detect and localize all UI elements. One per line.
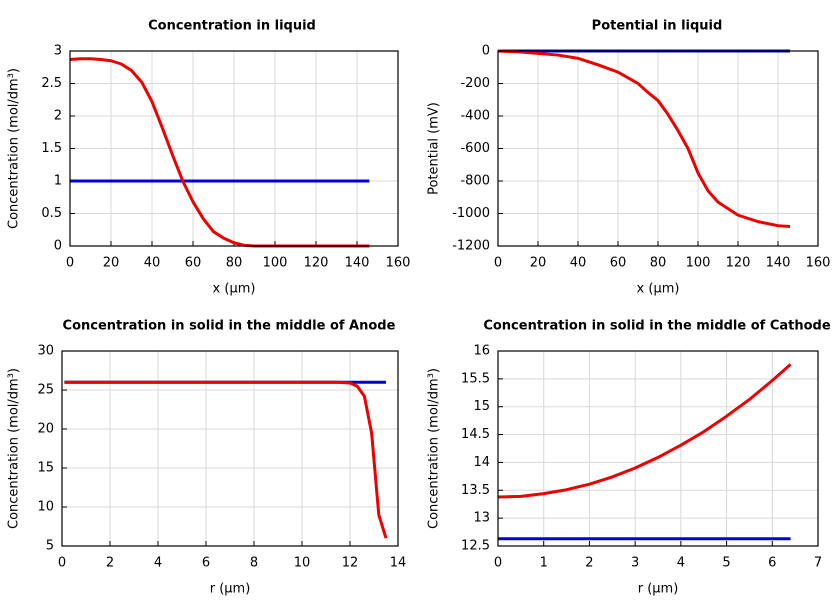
y-tick-label: -1000 xyxy=(452,206,490,221)
x-tick-label: 160 xyxy=(806,256,831,271)
y-axis-label: Concentration (mol/dm³) xyxy=(7,68,22,229)
x-axis-label: r (µm) xyxy=(638,582,679,597)
y-tick-label: 15.5 xyxy=(461,371,490,386)
y-tick-label: 16 xyxy=(473,344,490,359)
x-tick-label: 120 xyxy=(726,256,751,271)
y-tick-label: 2 xyxy=(54,109,62,124)
x-tick-label: 14 xyxy=(390,556,407,571)
x-tick-label: 4 xyxy=(677,556,685,571)
data-line xyxy=(497,49,791,228)
y-tick-label: 0.5 xyxy=(41,206,62,221)
y-tick-label: 0 xyxy=(482,44,490,59)
x-tick-label: 20 xyxy=(103,256,120,271)
plot-frame xyxy=(497,50,819,247)
x-tick-label: 2 xyxy=(106,556,114,571)
chart-title: Concentration in liquid xyxy=(148,19,316,34)
x-tick-label: 80 xyxy=(226,256,243,271)
data-line xyxy=(497,363,792,499)
y-tick-label: 0 xyxy=(54,239,62,254)
plot-frame xyxy=(61,350,399,547)
y-tick-label: 13 xyxy=(473,511,490,526)
x-tick-label: 7 xyxy=(814,556,822,571)
x-tick-label: 20 xyxy=(530,256,547,271)
y-tick-label: 1 xyxy=(54,174,62,189)
y-tick-label: 12.5 xyxy=(461,539,490,554)
y-axis-label: Potential (mV) xyxy=(427,102,442,195)
y-tick-label: 14.5 xyxy=(461,427,490,442)
x-tick-label: 60 xyxy=(185,256,202,271)
x-axis-label: x (µm) xyxy=(213,282,256,297)
x-tick-label: 10 xyxy=(294,556,311,571)
x-tick-label: 0 xyxy=(494,256,502,271)
x-tick-label: 100 xyxy=(686,256,711,271)
chart-title: Potential in liquid xyxy=(592,19,723,34)
x-axis-label: x (µm) xyxy=(637,282,680,297)
y-tick-label: 30 xyxy=(37,344,54,359)
y-tick-label: 3 xyxy=(54,44,62,59)
x-tick-label: 100 xyxy=(263,256,288,271)
x-tick-label: 1 xyxy=(540,556,548,571)
x-tick-label: 60 xyxy=(610,256,627,271)
x-tick-label: 4 xyxy=(154,556,162,571)
x-tick-label: 40 xyxy=(144,256,161,271)
y-tick-label: -400 xyxy=(460,109,490,124)
y-tick-label: 15 xyxy=(37,461,54,476)
x-tick-label: 160 xyxy=(386,256,411,271)
data-line xyxy=(69,57,370,248)
x-tick-label: 0 xyxy=(58,556,66,571)
x-tick-label: 8 xyxy=(250,556,258,571)
data-line xyxy=(64,380,388,539)
x-tick-label: 5 xyxy=(722,556,730,571)
y-tick-label: -1200 xyxy=(452,239,490,254)
chart-title: Concentration in solid in the middle of … xyxy=(483,319,831,334)
y-tick-label: 15 xyxy=(473,399,490,414)
x-tick-label: 140 xyxy=(345,256,370,271)
y-axis-label: Concentration (mol/dm³) xyxy=(7,368,22,529)
plot-frame xyxy=(69,50,399,247)
x-tick-label: 12 xyxy=(342,556,359,571)
x-tick-label: 6 xyxy=(202,556,210,571)
x-tick-label: 0 xyxy=(66,256,74,271)
x-axis-label: r (µm) xyxy=(210,582,251,597)
y-tick-label: 13.5 xyxy=(461,483,490,498)
x-tick-label: 120 xyxy=(304,256,329,271)
x-tick-label: 140 xyxy=(766,256,791,271)
y-tick-label: -800 xyxy=(460,174,490,189)
plot-frame xyxy=(497,350,819,547)
y-tick-label: 25 xyxy=(37,383,54,398)
x-tick-label: 2 xyxy=(585,556,593,571)
y-axis-label: Concentration (mol/dm³) xyxy=(427,368,442,529)
chart-title: Concentration in solid in the middle of … xyxy=(63,319,396,334)
y-tick-label: -200 xyxy=(460,76,490,91)
y-tick-label: 14 xyxy=(473,455,490,470)
y-tick-label: 1.5 xyxy=(41,141,62,156)
y-tick-label: 20 xyxy=(37,422,54,437)
x-tick-label: 0 xyxy=(494,556,502,571)
y-tick-label: -600 xyxy=(460,141,490,156)
x-tick-label: 40 xyxy=(570,256,587,271)
y-tick-label: 2.5 xyxy=(41,76,62,91)
x-tick-label: 6 xyxy=(768,556,776,571)
y-tick-label: 10 xyxy=(37,500,54,515)
y-tick-label: 5 xyxy=(46,539,54,554)
x-tick-label: 80 xyxy=(650,256,667,271)
x-tick-label: 3 xyxy=(631,556,639,571)
